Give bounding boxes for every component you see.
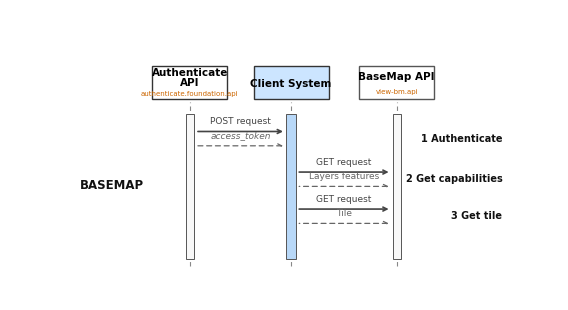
FancyBboxPatch shape [152, 66, 227, 99]
FancyBboxPatch shape [286, 113, 296, 259]
FancyBboxPatch shape [360, 66, 434, 99]
Text: 3 Get tile: 3 Get tile [452, 211, 502, 221]
Text: GET request: GET request [316, 158, 371, 167]
Text: 1 Authenticate: 1 Authenticate [421, 134, 502, 144]
Text: Tile: Tile [336, 209, 352, 218]
Text: POST request: POST request [210, 117, 271, 126]
Text: 2 Get capabilities: 2 Get capabilities [406, 174, 502, 184]
FancyBboxPatch shape [393, 113, 400, 259]
Text: Layers features: Layers features [309, 172, 379, 181]
Text: BASEMAP: BASEMAP [80, 179, 144, 192]
Text: BaseMap API: BaseMap API [358, 72, 435, 82]
Text: authenticate.foundation.api: authenticate.foundation.api [141, 91, 239, 97]
FancyBboxPatch shape [254, 66, 328, 99]
Text: GET request: GET request [316, 195, 371, 204]
Text: API: API [180, 78, 199, 88]
Text: access_token: access_token [210, 131, 271, 140]
FancyBboxPatch shape [186, 113, 194, 259]
Text: Client System: Client System [250, 79, 332, 89]
Text: Authenticate: Authenticate [152, 69, 228, 78]
Text: view-bm.api: view-bm.api [375, 89, 418, 95]
